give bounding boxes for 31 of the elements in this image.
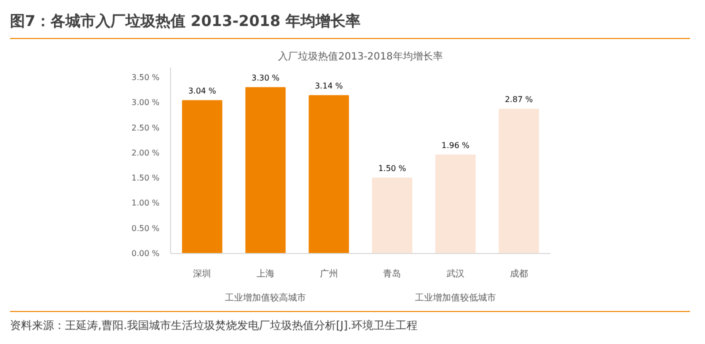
- y-tick-label: 2.50 %: [132, 123, 160, 132]
- chart-subtitle: 入厂垃圾热值2013-2018年均增长率: [278, 50, 443, 62]
- x-tick-label: 青岛: [383, 268, 402, 280]
- x-tick-label: 广州: [320, 268, 338, 280]
- y-tick-label: 0.50 %: [132, 224, 160, 233]
- y-tick-label: 1.50 %: [132, 174, 160, 183]
- data-label: 3.30 %: [252, 74, 280, 83]
- y-tick-label: 2.00 %: [132, 148, 160, 158]
- text: 工业增加值较低城市: [415, 292, 496, 304]
- data-label: 3.04 %: [188, 86, 217, 96]
- x-tick-label: 上海: [256, 268, 274, 280]
- text: 工业增加值较高城市: [225, 292, 306, 304]
- text: 资料来源：王延涛,曹阳.我国城市生活垃圾焚烧发电厂垃圾热值分析[J].环境卫生工程: [10, 318, 418, 334]
- data-label: 2.87 %: [504, 95, 534, 104]
- y-tick-label: 0.00 %: [132, 249, 160, 258]
- data-label: 1.50 %: [378, 164, 407, 174]
- data-label: 1.96 %: [442, 140, 470, 150]
- y-tick-label: 3.50 %: [132, 73, 160, 82]
- data-label: 3.14 %: [314, 82, 344, 91]
- x-tick-label: 深圳: [193, 268, 212, 280]
- bar: [435, 154, 476, 254]
- chart-title: 图7：各城市入厂垃圾热值 2013-2018 年均增长率: [10, 11, 361, 32]
- x-tick-label: 武汉: [446, 268, 464, 280]
- x-tick-label: 成都: [510, 268, 528, 280]
- y-tick-label: 1.00 %: [132, 198, 160, 208]
- bar: [308, 95, 349, 254]
- bar: [245, 87, 286, 254]
- bar: [372, 178, 412, 254]
- y-tick-label: 3.00 %: [132, 98, 160, 108]
- bar: [182, 100, 222, 254]
- bar: [498, 108, 539, 254]
